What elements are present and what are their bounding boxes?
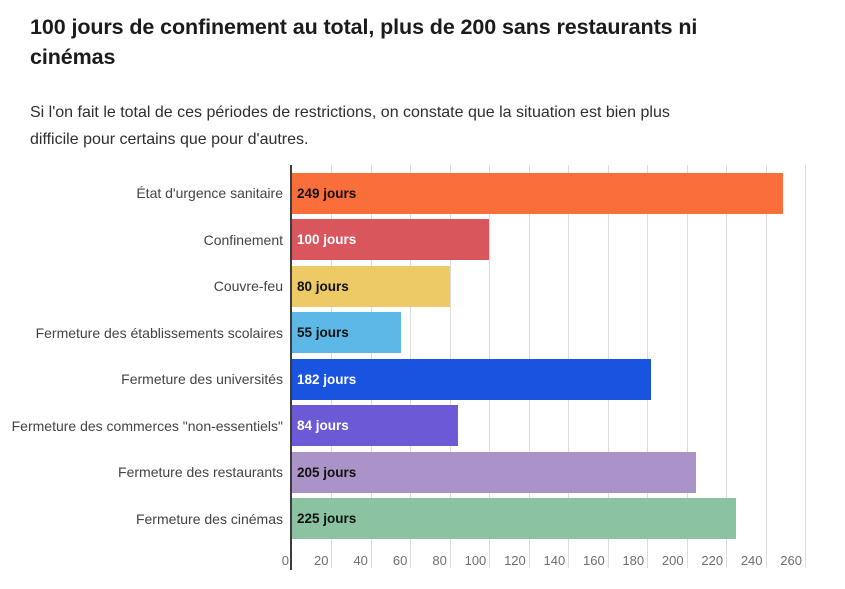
category-label: Fermeture des cinémas bbox=[135, 510, 283, 527]
bar-value-label: 80 jours bbox=[297, 278, 349, 294]
category-label: Fermeture des commerces "non-essentiels" bbox=[11, 417, 283, 434]
bar: 205 jours bbox=[292, 451, 697, 493]
bar-value-label: 84 jours bbox=[297, 418, 349, 434]
category-label: Confinement bbox=[203, 231, 283, 248]
chart-subtitle-line-1: Si l'on fait le total de ces périodes de… bbox=[30, 104, 670, 121]
x-tick-label-160: 160 bbox=[582, 553, 605, 568]
bar-track: 84 jours bbox=[292, 405, 805, 447]
chart-title-line-1: 100 jours de confinement au total, plus … bbox=[30, 15, 698, 39]
bar: 80 jours bbox=[292, 265, 450, 307]
bar-row: Fermeture des commerces "non-essentiels"… bbox=[0, 403, 845, 450]
x-tick-label-200: 200 bbox=[661, 553, 684, 568]
x-tick-label-240: 240 bbox=[740, 553, 763, 568]
category-label: Fermeture des établissements scolaires bbox=[35, 324, 283, 341]
x-tick-label-260: 260 bbox=[780, 553, 802, 568]
bar-row: Confinement 100 jours bbox=[0, 217, 845, 264]
bar: 100 jours bbox=[292, 219, 490, 261]
x-tick-label-60: 60 bbox=[392, 553, 408, 568]
x-tick-label-0: 0 bbox=[281, 553, 289, 568]
bar-row: Fermeture des cinémas 225 jours bbox=[0, 496, 845, 543]
y-axis-baseline bbox=[290, 165, 292, 570]
x-tick-label-100: 100 bbox=[464, 553, 487, 568]
bar-track: 100 jours bbox=[292, 219, 805, 261]
bar-value-label: 205 jours bbox=[297, 464, 357, 480]
chart-subtitle: Si l'on fait le total de ces périodes de… bbox=[30, 99, 820, 153]
bar: 84 jours bbox=[292, 405, 458, 447]
bar-row: Fermeture des restaurants 205 jours bbox=[0, 449, 845, 496]
category-label: État d'urgence sanitaire bbox=[136, 185, 283, 202]
bar: 225 jours bbox=[292, 498, 736, 540]
bar-track: 225 jours bbox=[292, 498, 805, 540]
gridline-x-240 bbox=[765, 165, 767, 568]
bar-row: Fermeture des universités 182 jours bbox=[0, 356, 845, 403]
chart-subtitle-line-2: difficile pour certains que pour d'autre… bbox=[30, 131, 309, 148]
bar-row: État d'urgence sanitaire 249 jours bbox=[0, 170, 845, 217]
x-tick-label-40: 40 bbox=[353, 553, 368, 568]
bar-value-label: 182 jours bbox=[297, 371, 357, 387]
bar-value-label: 100 jours bbox=[297, 232, 357, 248]
bar-track: 55 jours bbox=[292, 312, 805, 354]
category-label: Couvre-feu bbox=[213, 278, 283, 295]
gridline-x-200 bbox=[686, 165, 688, 568]
bar: 55 jours bbox=[292, 312, 401, 354]
bar-track: 80 jours bbox=[292, 265, 805, 307]
chart-title: 100 jours de confinement au total, plus … bbox=[30, 12, 820, 72]
x-tick-label-80: 80 bbox=[432, 553, 447, 568]
bar: 182 jours bbox=[292, 358, 652, 400]
bar-rows: État d'urgence sanitaire 249 jours Confine… bbox=[0, 170, 845, 542]
x-tick-label-120: 120 bbox=[504, 553, 526, 568]
bar-row: Couvre-feu 80 jours bbox=[0, 263, 845, 310]
bar-track: 249 jours bbox=[292, 172, 805, 214]
category-label: Fermeture des universités bbox=[121, 371, 283, 388]
category-label: Fermeture des restaurants bbox=[118, 464, 283, 481]
chart-title-line-2: cinémas bbox=[30, 45, 116, 69]
bar-value-label: 249 jours bbox=[297, 185, 357, 201]
bar-track: 205 jours bbox=[292, 451, 805, 493]
x-tick-label-180: 180 bbox=[622, 553, 645, 568]
bar-track: 182 jours bbox=[292, 358, 805, 400]
x-axis: 0 20 40 60 80 100 120 140 160 180 200 220 240 260 bbox=[282, 550, 805, 572]
bar-chart: État d'urgence sanitaire 249 jours Confine… bbox=[0, 165, 845, 572]
x-tick-label-140: 140 bbox=[543, 553, 566, 568]
x-tick-label-20: 20 bbox=[313, 553, 329, 568]
gridline-x-260 bbox=[805, 165, 806, 568]
x-tick-label-220: 220 bbox=[701, 553, 724, 568]
bar-row: Fermeture des établissements scolaires 55… bbox=[0, 310, 845, 357]
bar: 249 jours bbox=[292, 172, 784, 214]
gridline-x-220 bbox=[726, 165, 728, 568]
bar-value-label: 55 jours bbox=[297, 325, 349, 341]
bar-value-label: 225 jours bbox=[297, 511, 357, 527]
